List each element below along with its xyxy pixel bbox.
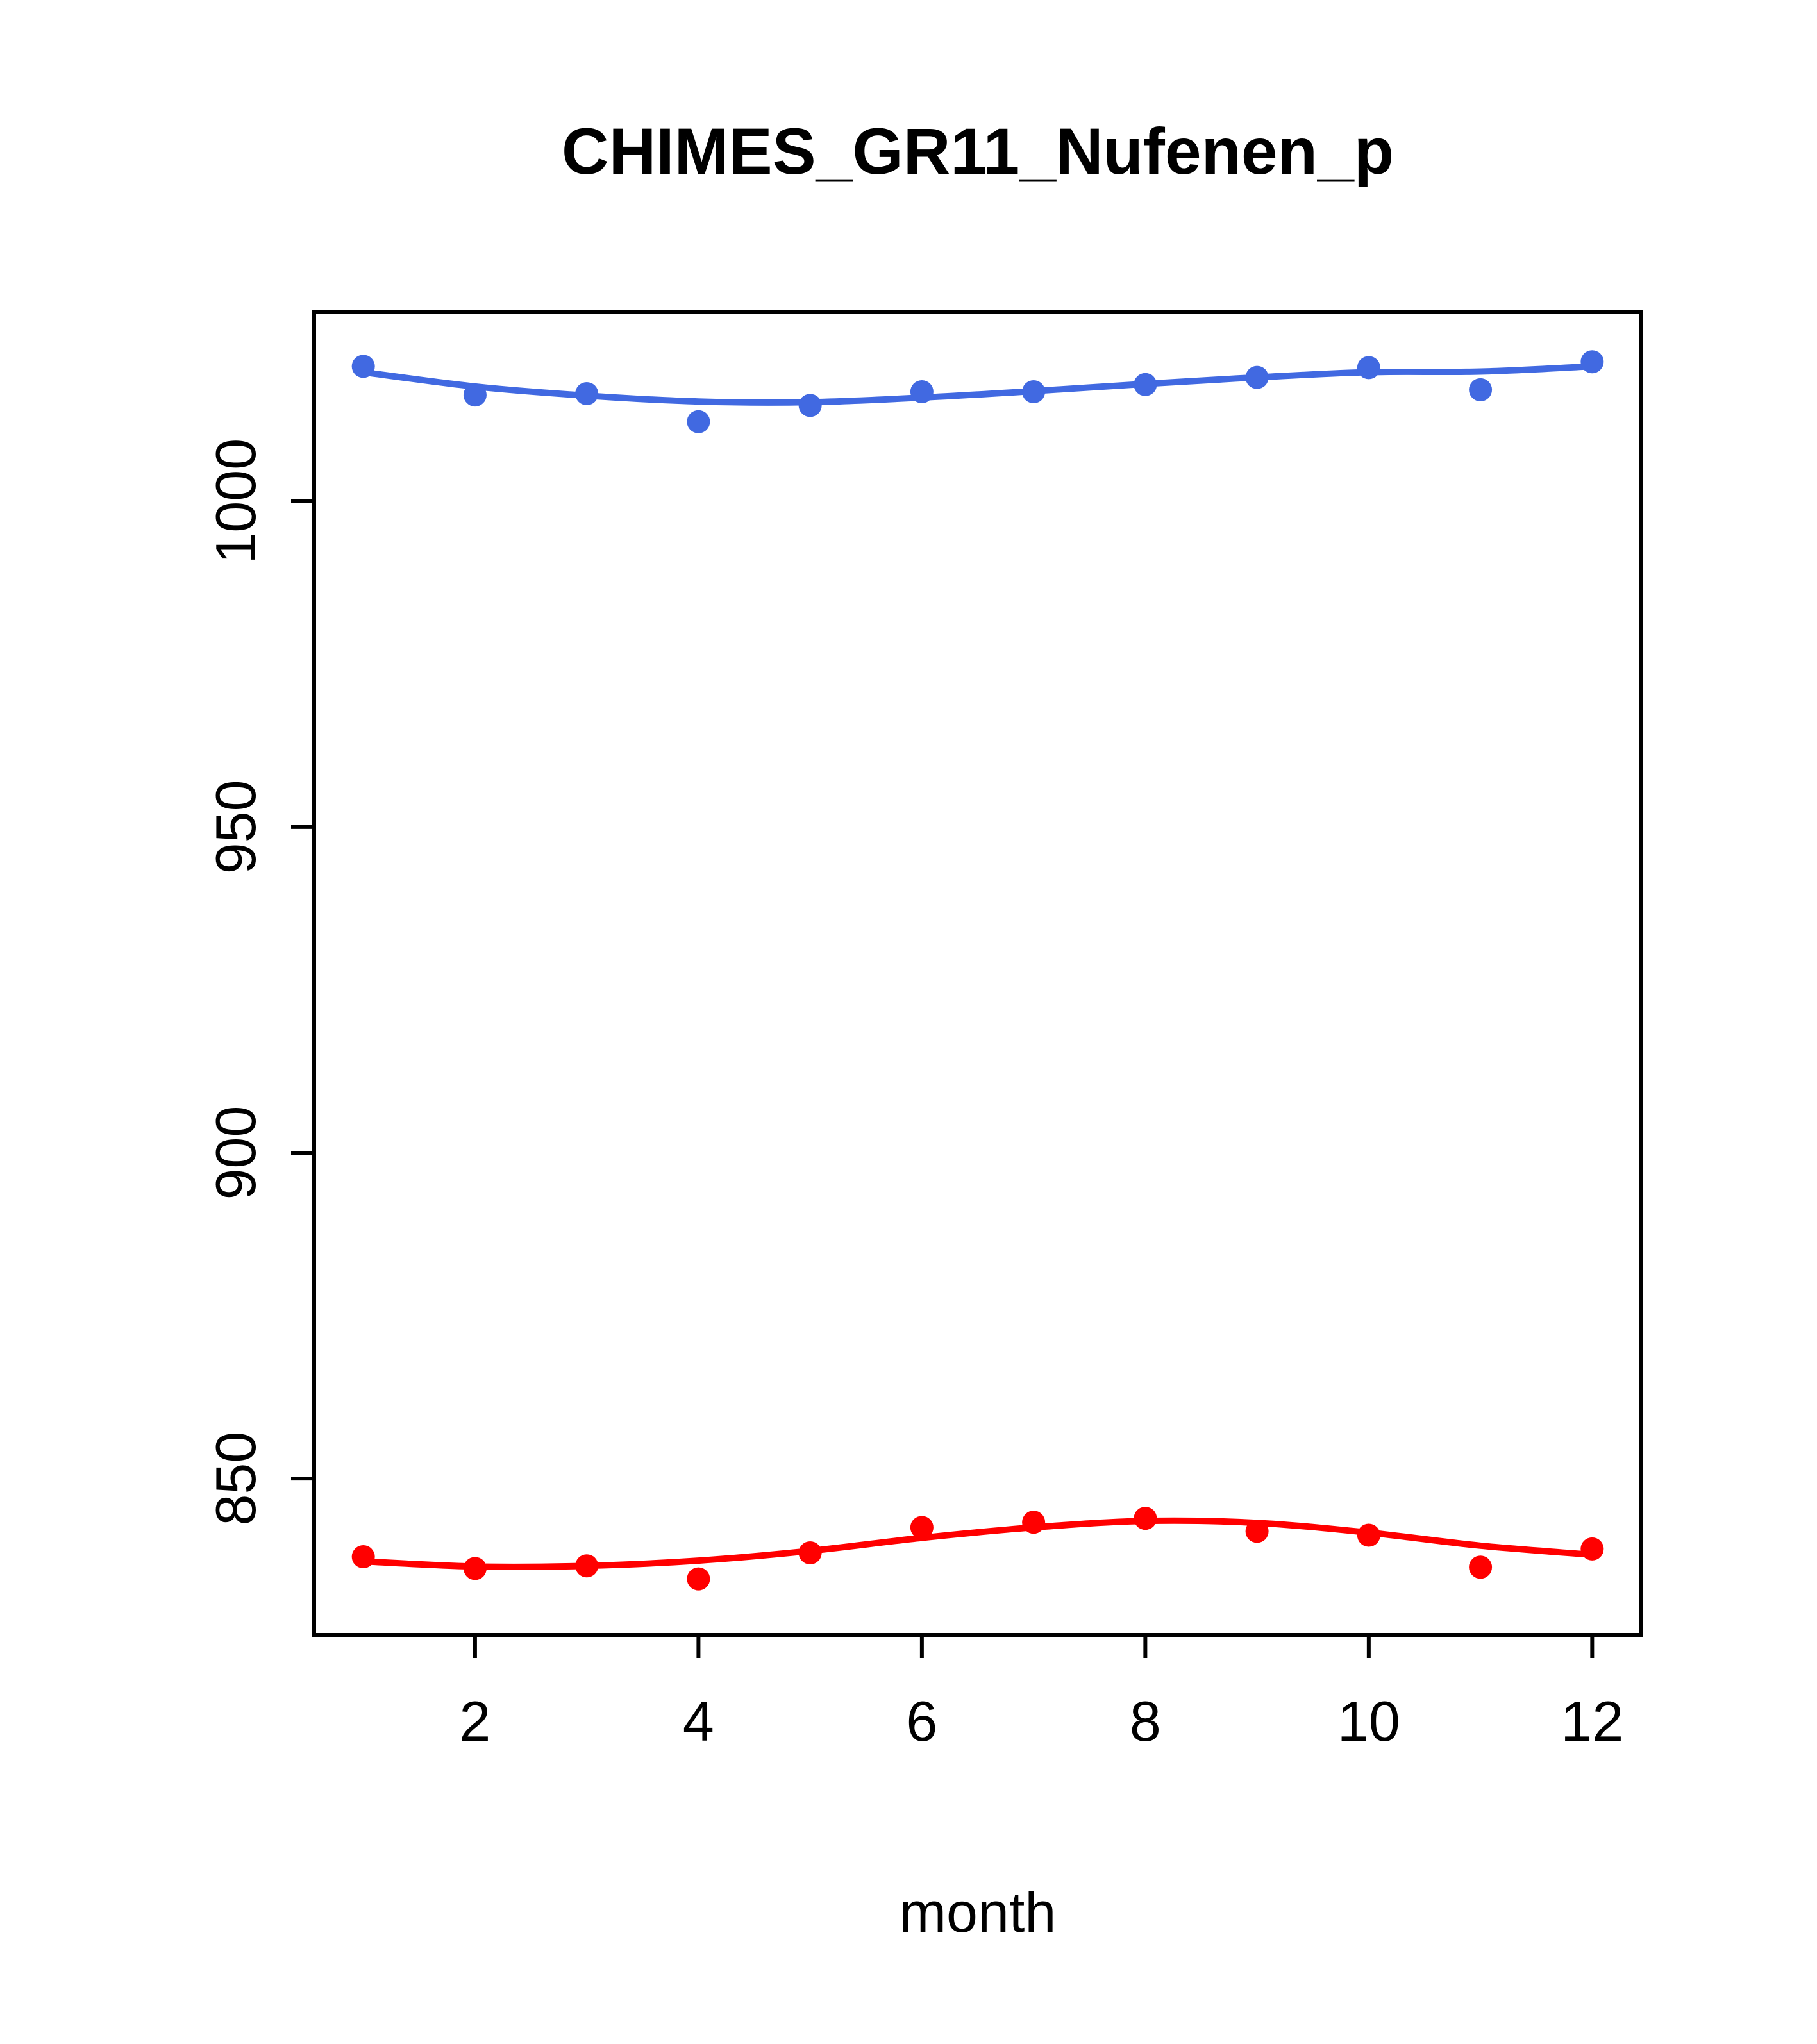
data-point-lower-series-red bbox=[1580, 1537, 1604, 1561]
data-point-lower-series-red bbox=[798, 1541, 822, 1564]
plot-box bbox=[312, 310, 1643, 1637]
data-point-lower-series-red bbox=[1357, 1523, 1380, 1547]
data-point-upper-series-blue bbox=[463, 383, 487, 407]
data-point-lower-series-red bbox=[1134, 1507, 1157, 1530]
data-point-lower-series-red bbox=[1469, 1555, 1493, 1579]
data-point-lower-series-red bbox=[1022, 1511, 1046, 1534]
data-point-upper-series-blue bbox=[1580, 350, 1604, 374]
x-axis-tick-label: 6 bbox=[906, 1689, 937, 1753]
smooth-line-lower-series-red bbox=[360, 1517, 1596, 1570]
data-point-upper-series-blue bbox=[798, 394, 822, 417]
data-point-lower-series-red bbox=[575, 1554, 599, 1578]
y-axis-tick-label: 1000 bbox=[204, 439, 267, 564]
data-point-upper-series-blue bbox=[687, 410, 710, 433]
data-point-lower-series-red bbox=[910, 1516, 934, 1539]
data-point-upper-series-blue bbox=[575, 382, 599, 406]
data-point-upper-series-blue bbox=[1245, 365, 1269, 389]
chart-title: CHIMES_GR11_Nufenen_p bbox=[561, 115, 1394, 188]
data-point-lower-series-red bbox=[687, 1567, 710, 1591]
x-axis-tick-label: 10 bbox=[1337, 1689, 1400, 1753]
x-axis-tick-label: 2 bbox=[459, 1689, 490, 1753]
smooth-line-upper-series-blue bbox=[360, 363, 1596, 406]
data-point-lower-series-red bbox=[463, 1557, 487, 1580]
data-point-upper-series-blue bbox=[910, 380, 934, 403]
y-axis-tick-label: 900 bbox=[204, 1106, 267, 1200]
x-axis-tick-label: 4 bbox=[683, 1689, 714, 1753]
data-point-lower-series-red bbox=[1245, 1520, 1269, 1543]
x-axis-tick-label: 8 bbox=[1130, 1689, 1161, 1753]
x-axis-tick-label: 12 bbox=[1561, 1689, 1623, 1753]
y-axis-tick-label: 950 bbox=[204, 780, 267, 874]
x-axis-label: month bbox=[899, 1881, 1057, 1944]
data-point-lower-series-red bbox=[351, 1545, 375, 1569]
data-point-upper-series-blue bbox=[351, 355, 375, 378]
data-point-upper-series-blue bbox=[1022, 380, 1046, 403]
data-point-upper-series-blue bbox=[1357, 356, 1380, 380]
y-axis-tick-label: 850 bbox=[204, 1432, 267, 1526]
data-point-upper-series-blue bbox=[1134, 373, 1157, 396]
data-point-upper-series-blue bbox=[1469, 378, 1493, 401]
